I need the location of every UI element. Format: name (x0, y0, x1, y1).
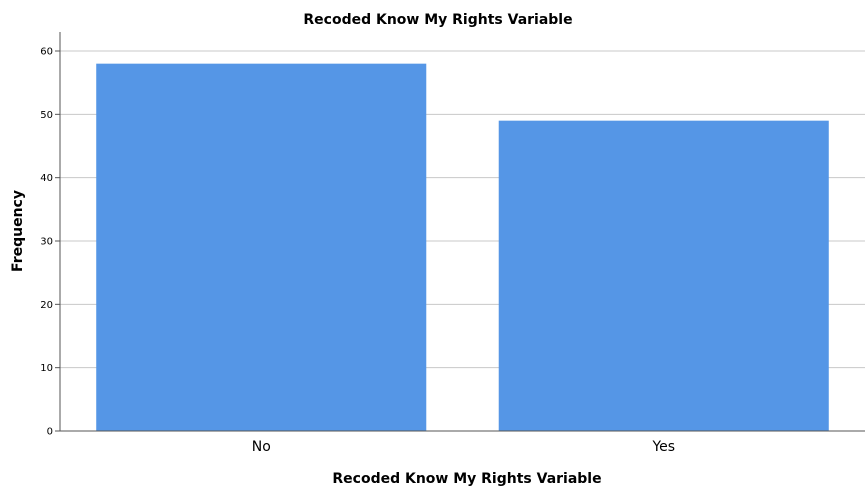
bars (96, 63, 829, 432)
y-tick-label: 40 (40, 173, 53, 184)
x-tick-label-yes: Yes (651, 439, 675, 455)
axes (59, 32, 865, 432)
bar-no (96, 63, 427, 432)
x-tick-label-no: No (252, 439, 271, 455)
y-tick-label: 0 (47, 427, 53, 438)
chart-title: Recoded Know My Rights Variable (303, 12, 572, 28)
y-tick-label: 20 (40, 300, 53, 311)
y-axis-ticks: 0 10 20 30 40 50 60 (40, 47, 60, 438)
y-tick-label: 60 (40, 47, 53, 58)
y-axis-label: Frequency (10, 190, 26, 272)
x-axis-label: Recoded Know My Rights Variable (332, 471, 601, 487)
x-axis-ticks: No Yes (252, 439, 675, 455)
y-tick-label: 50 (40, 110, 53, 121)
y-tick-label: 30 (40, 237, 53, 248)
bar-yes (498, 120, 829, 432)
y-tick-label: 10 (40, 363, 53, 374)
